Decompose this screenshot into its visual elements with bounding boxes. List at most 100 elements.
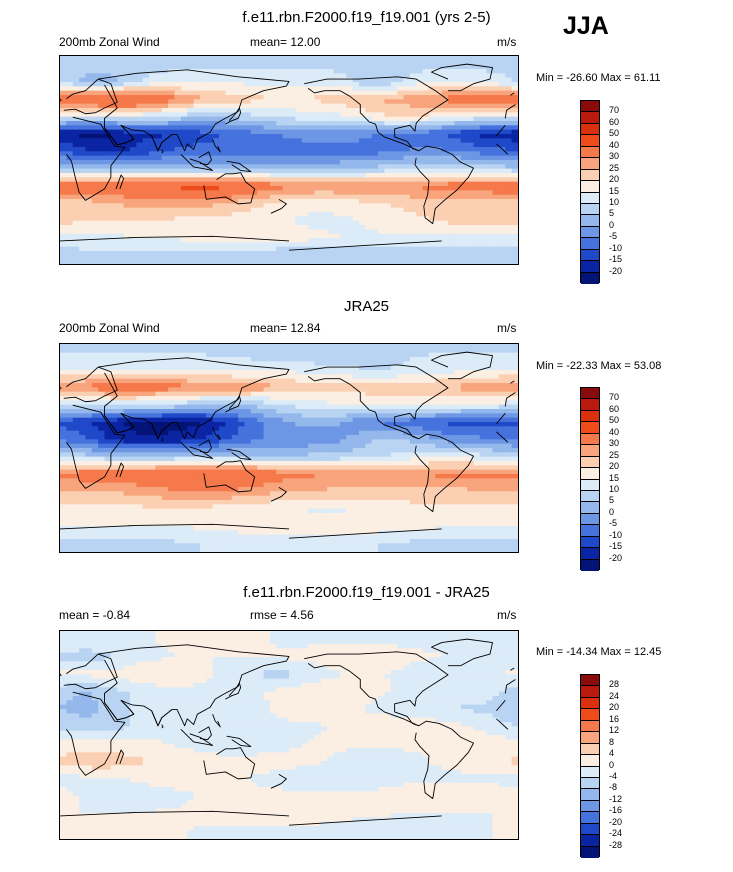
contour-cell — [308, 60, 316, 66]
contour-cell — [66, 168, 74, 174]
contour-cell — [498, 365, 506, 371]
contour-cell — [219, 430, 226, 436]
contour-cell — [314, 108, 322, 113]
contour-cell — [498, 404, 506, 410]
contour-cell — [295, 90, 303, 96]
contour-cell — [219, 138, 226, 144]
contour-cell — [219, 374, 226, 380]
contour-cell — [460, 229, 468, 235]
contour-cell — [79, 348, 87, 354]
contour-cell — [390, 121, 398, 126]
contour-cell — [301, 142, 309, 148]
contour-cell — [66, 69, 74, 74]
contour-cell — [155, 173, 163, 178]
contour-cell — [219, 73, 226, 79]
contour-cell — [187, 103, 195, 109]
contour-cell — [435, 207, 443, 213]
contour-cell — [371, 181, 379, 187]
contour-cell — [269, 216, 277, 222]
contour-cell — [72, 255, 80, 261]
contour-cell — [104, 86, 112, 92]
contour-cell — [142, 259, 150, 264]
contour-cell — [231, 233, 239, 239]
contour-cell — [397, 155, 405, 161]
contour-cell — [460, 238, 468, 243]
contour-cell — [505, 348, 513, 354]
contour-cell — [352, 374, 360, 380]
contour-cell — [397, 422, 405, 427]
contour-cell — [454, 344, 462, 349]
contour-cell — [276, 103, 284, 109]
contour-cell — [60, 129, 67, 135]
contour-cell — [498, 64, 506, 70]
contour-cell — [180, 164, 188, 170]
contour-cell — [250, 194, 258, 200]
contour-cell — [193, 220, 201, 226]
contour-cell — [187, 95, 195, 100]
contour-cell — [505, 255, 513, 261]
contour-cell — [193, 155, 201, 161]
contour-cell — [403, 400, 411, 406]
contour-cell — [486, 108, 494, 113]
contour-cell — [371, 404, 379, 410]
contour-cell — [110, 95, 118, 100]
panel-2-contour-field — [60, 344, 518, 552]
contour-cell — [295, 259, 303, 264]
contour-cell — [339, 344, 347, 349]
contour-cell — [403, 207, 411, 213]
contour-cell — [308, 142, 316, 148]
contour-cell — [403, 383, 411, 388]
contour-cell — [219, 82, 226, 87]
contour-cell — [187, 199, 195, 204]
contour-cell — [422, 417, 430, 423]
contour-cell — [511, 365, 518, 371]
contour-cell — [467, 422, 475, 427]
contour-cell — [467, 216, 475, 222]
contour-cell — [473, 352, 481, 358]
panel-2-mean-label: mean= 12.84 — [250, 321, 321, 335]
contour-cell — [479, 251, 487, 256]
contour-cell — [378, 95, 386, 100]
contour-cell — [161, 121, 169, 126]
contour-cell — [180, 86, 188, 92]
contour-cell — [358, 422, 366, 427]
contour-cell — [346, 199, 354, 204]
contour-cell — [365, 95, 373, 100]
contour-cell — [358, 242, 366, 248]
contour-cell — [129, 73, 137, 79]
contour-cell — [117, 207, 125, 213]
contour-cell — [72, 95, 80, 100]
contour-cell — [276, 95, 284, 100]
contour-cell — [498, 112, 506, 118]
contour-cell — [238, 361, 246, 367]
contour-cell — [136, 391, 144, 397]
contour-cell — [149, 409, 157, 414]
contour-cell — [123, 56, 131, 61]
contour-cell — [263, 242, 271, 248]
contour-cell — [110, 233, 118, 239]
contour-cell — [295, 86, 303, 92]
contour-cell — [206, 121, 214, 126]
contour-cell — [460, 378, 468, 384]
contour-cell — [129, 116, 137, 122]
contour-cell — [206, 155, 214, 161]
contour-cell — [365, 400, 373, 406]
contour-cell — [282, 82, 290, 87]
contour-cell — [142, 220, 150, 226]
contour-cell — [378, 365, 386, 371]
contour-cell — [473, 378, 481, 384]
contour-cell — [231, 426, 239, 432]
contour-cell — [358, 216, 366, 222]
contour-cell — [263, 352, 271, 358]
contour-cell — [282, 404, 290, 410]
contour-cell — [231, 95, 239, 100]
contour-cell — [199, 238, 207, 243]
contour-cell — [403, 69, 411, 74]
contour-cell — [473, 147, 481, 152]
contour-cell — [219, 242, 226, 248]
contour-cell — [263, 116, 271, 122]
contour-cell — [397, 151, 405, 157]
contour-cell — [333, 378, 341, 384]
contour-cell — [66, 108, 74, 113]
contour-cell — [390, 199, 398, 204]
